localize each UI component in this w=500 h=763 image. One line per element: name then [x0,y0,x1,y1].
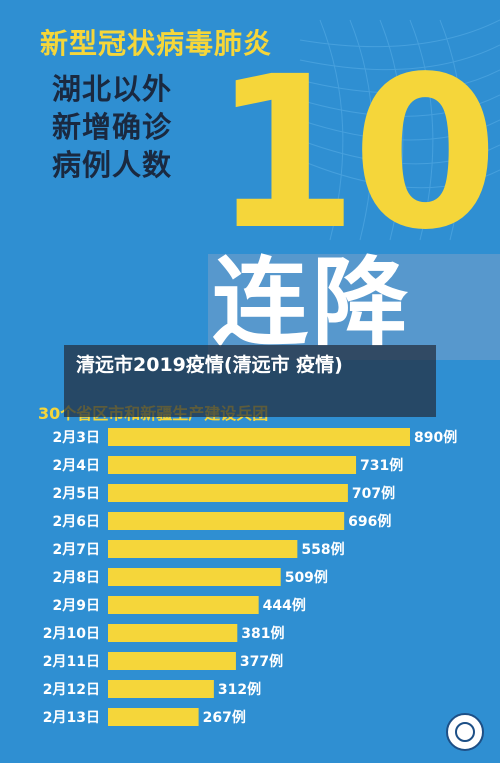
big-number: 10 [212,31,498,276]
bar [108,680,214,698]
headline: 新型冠状病毒肺炎 [40,27,273,60]
category-label: 2月3日 [53,430,100,446]
bar [108,540,298,558]
value-label: 377例 [240,653,283,670]
value-label: 696例 [348,513,391,530]
bar [108,652,236,670]
value-label: 731例 [360,457,403,474]
value-label: 267例 [203,709,246,726]
category-label: 2月12日 [43,682,100,698]
bar [108,624,238,642]
value-label: 558例 [301,541,344,558]
bar [108,428,410,446]
sub-line-1: 湖北以外 [52,72,173,106]
category-label: 2月10日 [43,626,100,642]
sub-line-2: 新增确诊 [52,110,173,144]
bar [108,596,259,614]
big-text-band [208,254,500,360]
category-label: 2月11日 [43,654,100,670]
category-label: 2月8日 [53,570,100,586]
value-label: 381例 [241,625,284,642]
value-label: 312例 [218,681,261,698]
bar [108,456,357,474]
category-label: 2月9日 [53,598,100,614]
bar-chart: 2月3日 890例 2月4日 731例 2月5日 707例 2月6日 696例 2月7日 558例… [43,428,457,726]
value-label: 890例 [414,429,457,446]
bar [108,568,281,586]
bar [108,484,348,502]
bar [108,708,199,726]
big-text: 连降 [212,247,412,359]
category-label: 2月13日 [43,710,100,726]
category-label: 2月5日 [53,486,100,502]
value-label: 707例 [352,485,395,502]
overlay-banner [64,345,436,417]
overlay-title: 清远市2019疫情(清远市 疫情) [76,354,343,376]
category-label: 2月6日 [53,514,100,530]
category-label: 2月4日 [53,458,100,474]
value-label: 509例 [285,569,328,586]
sub-line-3: 病例人数 [52,148,173,182]
value-label: 444例 [263,597,306,614]
seal-logo [446,713,484,751]
category-label: 2月7日 [53,542,100,558]
bar [108,512,345,530]
